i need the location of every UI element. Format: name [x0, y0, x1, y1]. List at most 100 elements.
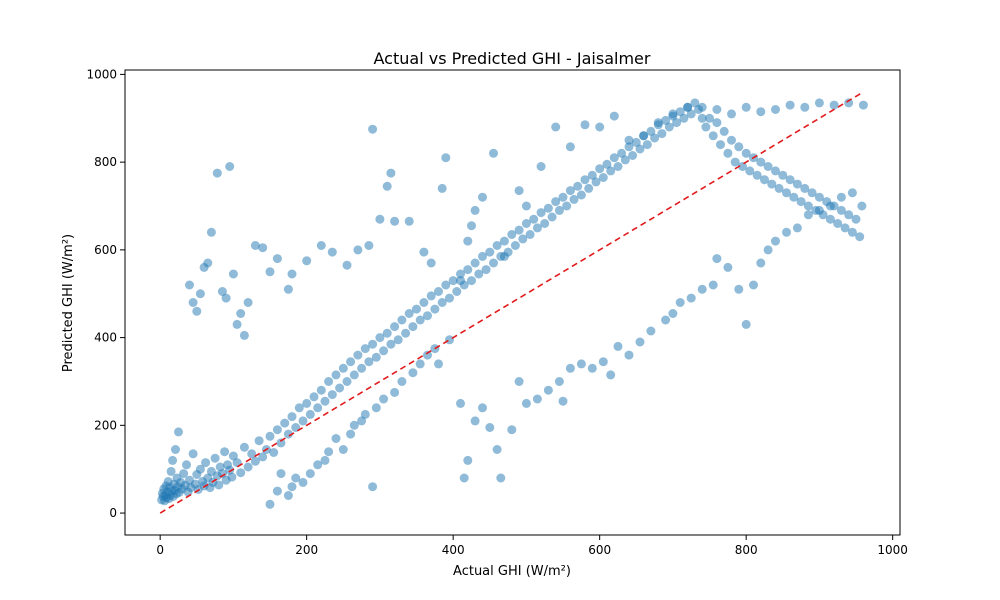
- data-point: [265, 267, 275, 277]
- data-point: [598, 173, 608, 182]
- data-point: [624, 135, 634, 145]
- data-point: [661, 115, 671, 125]
- data-point: [803, 210, 813, 220]
- data-point: [708, 280, 718, 290]
- data-point: [316, 241, 326, 250]
- data-point: [576, 359, 586, 369]
- data-point: [434, 287, 443, 296]
- data-point: [360, 344, 370, 354]
- data-point: [547, 212, 557, 222]
- data-point: [390, 216, 400, 226]
- data-point: [554, 205, 564, 215]
- data-point: [283, 429, 293, 439]
- data-point: [426, 258, 436, 268]
- data-point: [595, 164, 605, 174]
- data-point: [408, 322, 418, 332]
- data-point: [606, 370, 616, 380]
- data-point: [521, 201, 531, 211]
- y-tick-label: 400: [94, 331, 117, 345]
- data-point: [565, 142, 575, 152]
- data-point: [741, 102, 751, 112]
- data-point: [250, 241, 260, 250]
- data-point: [445, 335, 454, 345]
- data-point: [210, 453, 220, 463]
- data-point: [829, 100, 839, 110]
- data-point: [763, 162, 773, 171]
- data-point: [481, 265, 491, 275]
- data-point: [657, 129, 667, 139]
- data-point: [225, 465, 235, 475]
- data-point: [727, 109, 736, 119]
- data-point: [401, 328, 411, 338]
- data-point: [514, 225, 524, 235]
- data-point: [206, 227, 216, 237]
- y-tick-label: 200: [94, 418, 117, 432]
- data-point: [800, 102, 810, 112]
- data-point: [470, 258, 480, 268]
- data-point: [456, 276, 465, 286]
- data-point: [346, 357, 356, 367]
- data-point: [364, 357, 374, 367]
- data-point: [639, 131, 649, 141]
- data-point: [836, 205, 846, 215]
- data-point: [796, 197, 806, 207]
- plot-frame: [124, 69, 901, 536]
- data-point: [767, 179, 777, 189]
- y-axis-label: Predicted GHI (W/m²): [61, 234, 76, 372]
- data-point: [203, 258, 213, 268]
- data-point: [232, 319, 242, 329]
- data-point: [499, 251, 509, 261]
- data-point: [587, 363, 597, 373]
- data-point: [675, 107, 685, 117]
- data-point: [309, 392, 319, 402]
- data-point: [379, 346, 389, 356]
- data-point: [565, 363, 575, 373]
- data-point: [551, 197, 561, 207]
- data-point: [756, 157, 766, 167]
- data-point: [774, 183, 784, 193]
- data-point: [782, 227, 791, 237]
- data-point: [675, 298, 685, 307]
- data-point: [419, 298, 429, 307]
- x-axis-label: Actual GHI (W/m²): [453, 564, 571, 579]
- data-point: [697, 113, 707, 123]
- data-point: [441, 280, 451, 290]
- x-tick-label: 200: [295, 543, 318, 557]
- data-point: [192, 306, 202, 316]
- data-point: [265, 431, 275, 441]
- data-point: [423, 311, 432, 321]
- data-point: [463, 265, 473, 275]
- data-point: [536, 208, 546, 218]
- data-point: [423, 350, 432, 360]
- data-point: [492, 241, 502, 250]
- data-point: [792, 223, 802, 233]
- data-point: [320, 455, 330, 465]
- data-point: [672, 118, 682, 128]
- data-point: [697, 102, 707, 112]
- data-point: [536, 162, 546, 171]
- data-point: [272, 425, 282, 435]
- data-point: [712, 254, 722, 264]
- data-point: [478, 192, 487, 202]
- data-point: [858, 100, 868, 110]
- data-point: [239, 442, 249, 452]
- x-tick-label: 400: [442, 543, 465, 557]
- data-point: [734, 142, 744, 152]
- data-point: [430, 304, 440, 314]
- data-point: [573, 181, 583, 191]
- data-point: [265, 499, 275, 509]
- data-point: [569, 194, 579, 204]
- data-point: [467, 221, 476, 231]
- data-point: [771, 236, 780, 246]
- data-point: [316, 385, 326, 395]
- data-point: [518, 234, 528, 244]
- data-point: [382, 328, 392, 338]
- data-point: [650, 133, 660, 143]
- data-point: [814, 205, 824, 215]
- data-point: [470, 416, 480, 426]
- data-point: [785, 175, 795, 185]
- data-point: [595, 122, 605, 132]
- data-point: [342, 377, 352, 386]
- data-point: [664, 122, 674, 132]
